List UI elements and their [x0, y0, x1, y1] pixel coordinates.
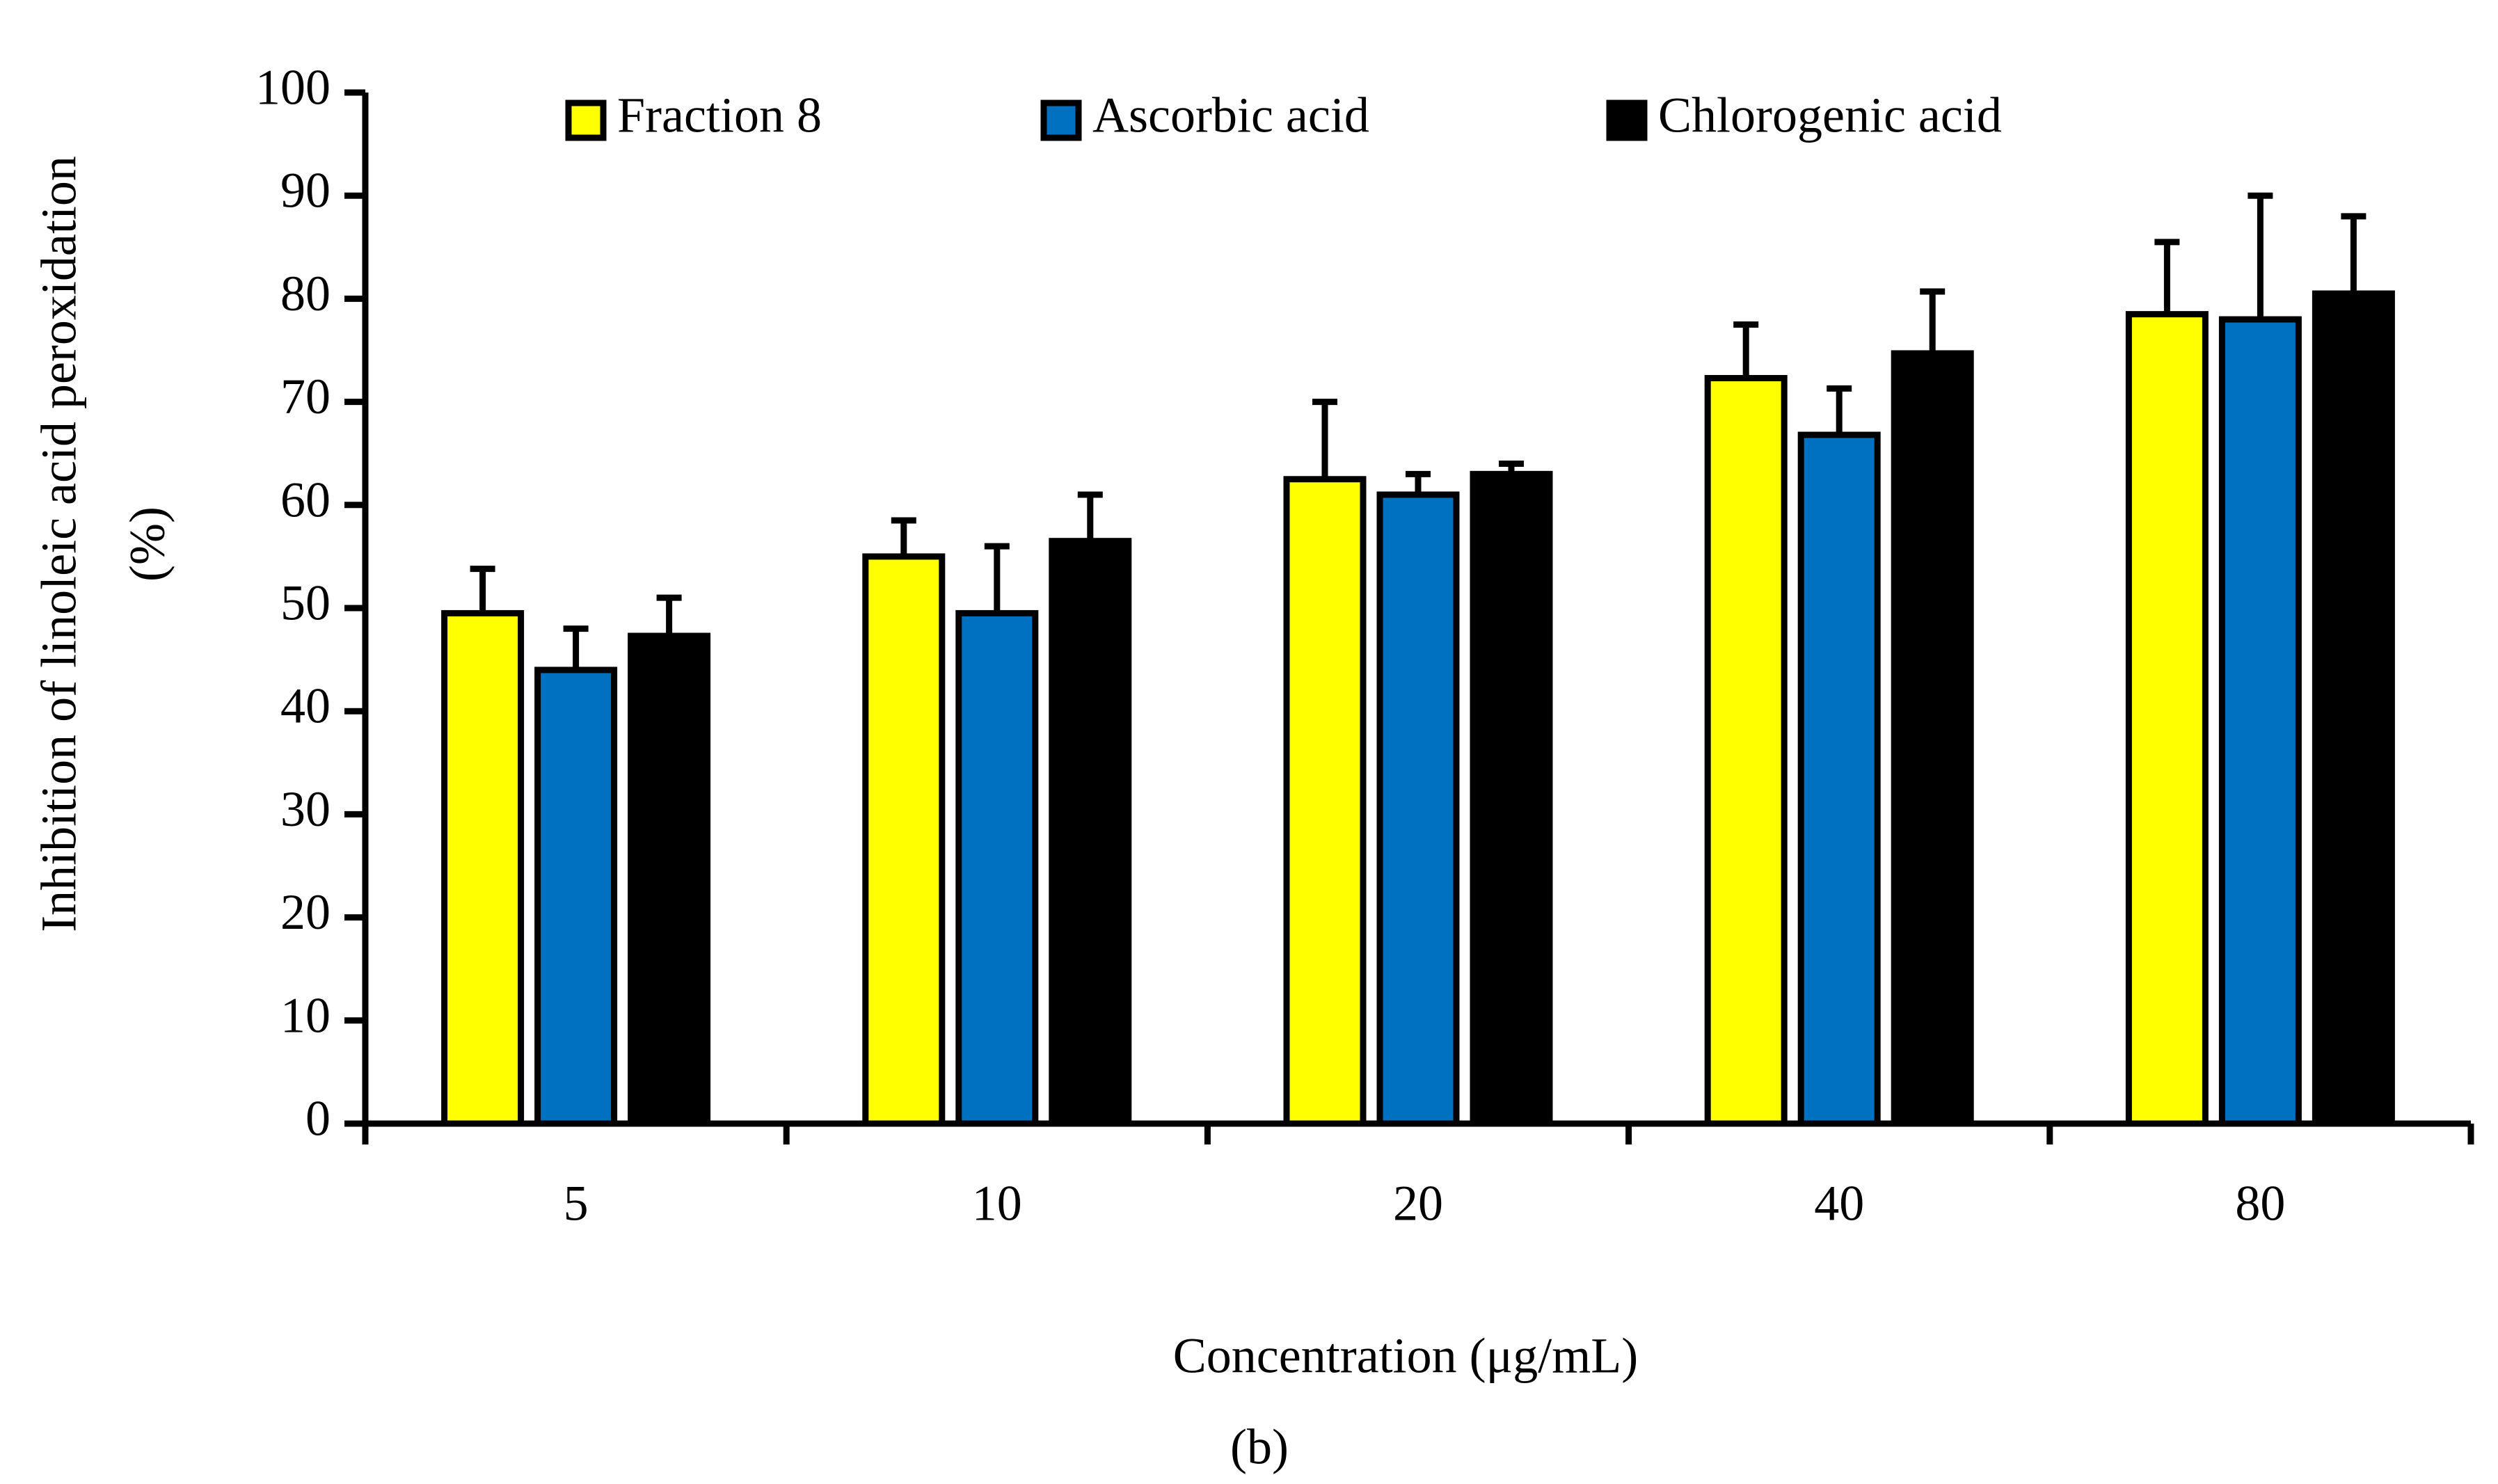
x-tick-label: 10: [972, 1176, 1022, 1231]
bar: [955, 609, 1039, 1127]
y-tick-label: 0: [305, 1091, 331, 1147]
bar: [534, 667, 618, 1127]
caption: (b): [1230, 1419, 1289, 1475]
legend-label: Chlorogenic acid: [1658, 88, 2002, 143]
y-tick-label: 30: [280, 781, 331, 837]
y-tick-label: 10: [280, 987, 331, 1043]
y-axis-label: Inhibition of linoleic acid peroxidation: [31, 156, 87, 932]
bar: [441, 609, 525, 1127]
y-axis-label: (%): [120, 506, 175, 582]
x-axis-label: Concentration (μg/mL): [1173, 1328, 1638, 1384]
legend-label: Ascorbic acid: [1092, 88, 1369, 143]
bar: [2125, 311, 2209, 1127]
x-tick-label: 20: [1393, 1176, 1443, 1231]
y-tick-label: 80: [280, 266, 331, 321]
legend-swatch: [1040, 99, 1082, 141]
y-tick-label: 40: [280, 678, 331, 734]
legend-swatch: [1606, 99, 1648, 141]
y-tick-label: 20: [280, 884, 331, 940]
bar: [1049, 538, 1132, 1127]
legend-label: Fraction 8: [617, 88, 822, 143]
bar: [1376, 491, 1460, 1127]
y-tick-label: 50: [280, 575, 331, 631]
bar: [862, 553, 946, 1127]
x-tick-label: 5: [564, 1176, 589, 1231]
y-tick-label: 100: [255, 60, 331, 115]
bar: [628, 632, 711, 1127]
bar: [2312, 290, 2395, 1127]
bar: [1704, 375, 1788, 1127]
y-tick-label: 60: [280, 472, 331, 527]
bar: [1283, 476, 1367, 1127]
x-tick-label: 40: [1814, 1176, 1864, 1231]
y-tick-label: 90: [280, 163, 331, 218]
bar: [2218, 316, 2302, 1127]
bar: [1891, 350, 1974, 1127]
x-tick-label: 80: [2235, 1176, 2285, 1231]
legend-swatch: [565, 99, 607, 141]
y-tick-label: 70: [280, 369, 331, 424]
bar: [1797, 431, 1881, 1127]
bar: [1470, 470, 1553, 1127]
